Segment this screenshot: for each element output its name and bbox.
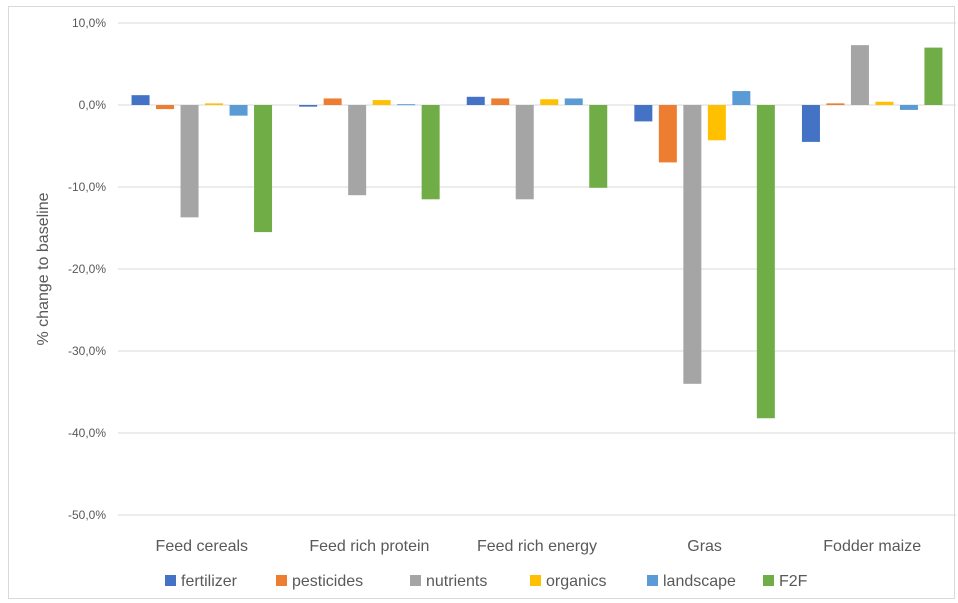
bar-pesticides-fodder-maize	[826, 103, 845, 105]
bar-nutrients-feed-rich-protein	[348, 105, 367, 196]
legend-item-pesticides: pesticides	[276, 573, 363, 590]
legend-swatch	[763, 575, 774, 586]
y-tick-label: 0,0%	[79, 98, 107, 112]
bar-organics-feed-rich-energy	[540, 99, 559, 105]
legend-label: landscape	[663, 573, 736, 590]
bar-landscape-fodder-maize	[899, 105, 918, 110]
bar-landscape-feed-rich-protein	[397, 104, 416, 106]
bar-nutrients-fodder-maize	[850, 45, 869, 105]
legend-item-fertilizer: fertilizer	[165, 573, 238, 590]
legend-item-landscape: landscape	[647, 573, 736, 590]
y-tick-label: -50,0%	[68, 508, 106, 522]
y-tick-label: -40,0%	[68, 426, 106, 440]
bar-pesticides-gras	[658, 105, 677, 163]
legend-label: organics	[546, 573, 606, 590]
bar-f2f-fodder-maize	[924, 47, 943, 105]
y-tick-label: 10,0%	[72, 16, 106, 30]
bar-organics-feed-cereals	[205, 103, 224, 105]
gridlines	[118, 22, 956, 516]
x-category-label: Feed cereals	[156, 538, 249, 555]
bar-f2f-feed-rich-protein	[421, 105, 440, 200]
bar-landscape-gras	[732, 91, 751, 105]
legend-label: pesticides	[292, 573, 363, 590]
legend-swatch	[410, 575, 421, 586]
category-labels: Feed cereals Feed rich protein Feed rich e…	[156, 538, 922, 555]
bar-fertilizer-feed-rich-protein	[299, 105, 318, 107]
bar-landscape-feed-rich-energy	[564, 98, 583, 105]
bar-fertilizer-feed-rich-energy	[466, 96, 485, 105]
x-category-label: Gras	[687, 538, 722, 555]
bar-organics-gras	[707, 105, 726, 141]
x-category-label: Fodder maize	[823, 538, 921, 555]
y-tick-label: -30,0%	[68, 344, 106, 358]
bar-f2f-gras	[756, 105, 775, 419]
bar-organics-fodder-maize	[875, 101, 894, 105]
bars	[131, 45, 943, 419]
bar-pesticides-feed-cereals	[156, 105, 175, 110]
legend-item-nutrients: nutrients	[410, 573, 487, 590]
legend-label: nutrients	[426, 573, 487, 590]
bar-landscape-feed-cereals	[229, 105, 248, 116]
bar-fertilizer-gras	[634, 105, 653, 122]
bar-f2f-feed-rich-energy	[589, 105, 608, 188]
bar-fertilizer-fodder-maize	[801, 105, 820, 142]
x-category-label: Feed rich protein	[309, 538, 429, 555]
bar-pesticides-feed-rich-energy	[491, 98, 510, 105]
legend-swatch	[647, 575, 658, 586]
bar-f2f-feed-cereals	[254, 105, 273, 233]
y-tick-label: -10,0%	[68, 180, 106, 194]
y-axis-ticks: 10,0% 0,0% -10,0% -20,0% -30,0% -40,0% -50,0%	[68, 16, 106, 522]
y-tick-label: -20,0%	[68, 262, 106, 276]
legend-swatch	[165, 575, 176, 586]
bar-pesticides-feed-rich-protein	[323, 98, 342, 105]
legend-swatch	[276, 575, 287, 586]
legend-item-f2f: F2F	[763, 573, 808, 590]
bar-nutrients-feed-rich-energy	[515, 105, 534, 200]
bar-organics-feed-rich-protein	[372, 100, 391, 105]
x-category-label: Feed rich energy	[477, 538, 597, 555]
legend: fertilizer pesticides nutrients organics lan…	[165, 573, 808, 590]
bar-fertilizer-feed-cereals	[131, 95, 150, 105]
legend-swatch	[530, 575, 541, 586]
y-axis-label: % change to baseline	[35, 192, 52, 345]
legend-label: fertilizer	[181, 573, 238, 590]
legend-item-organics: organics	[530, 573, 606, 590]
bar-nutrients-gras	[683, 105, 702, 384]
bar-nutrients-feed-cereals	[180, 105, 199, 218]
legend-label: F2F	[779, 573, 808, 590]
